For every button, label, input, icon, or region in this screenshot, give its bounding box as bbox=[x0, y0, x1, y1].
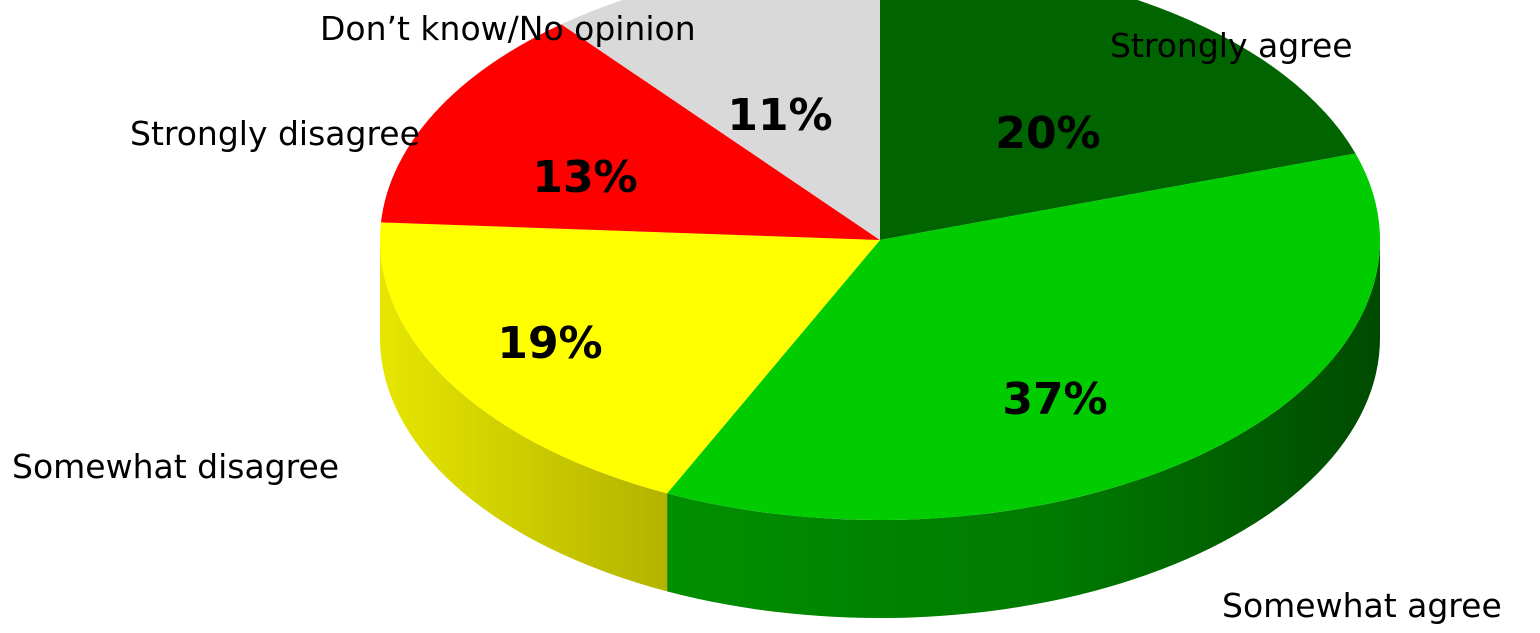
pie-slice-strongly-agree bbox=[880, 0, 1356, 240]
slice-label-strongly-agree: Strongly agree bbox=[1110, 26, 1353, 65]
pie-side-somewhat-disagree bbox=[380, 240, 668, 592]
pie-slice-dont-know bbox=[561, 0, 880, 240]
slice-label-dont-know: Don’t know/No opinion bbox=[320, 9, 696, 48]
pie-side-walls bbox=[380, 240, 1380, 618]
slice-value-somewhat-agree: 37% bbox=[1002, 374, 1107, 425]
pie-slice-somewhat-disagree bbox=[380, 222, 880, 494]
slice-label-strongly-disagree: Strongly disagree bbox=[130, 114, 420, 153]
slice-value-dont-know: 11% bbox=[727, 90, 832, 141]
slice-value-strongly-agree: 20% bbox=[995, 108, 1100, 159]
pie-slice-somewhat-agree bbox=[667, 153, 1380, 520]
slice-label-somewhat-disagree: Somewhat disagree bbox=[12, 447, 339, 486]
pie-top-slices bbox=[380, 0, 1380, 520]
pie-slice-strongly-disagree bbox=[380, 24, 880, 241]
slice-value-strongly-disagree: 13% bbox=[532, 152, 637, 203]
slice-label-somewhat-agree: Somewhat agree bbox=[1222, 586, 1502, 625]
pie-side-somewhat-agree bbox=[667, 240, 1380, 618]
slice-value-somewhat-disagree: 19% bbox=[497, 318, 602, 369]
